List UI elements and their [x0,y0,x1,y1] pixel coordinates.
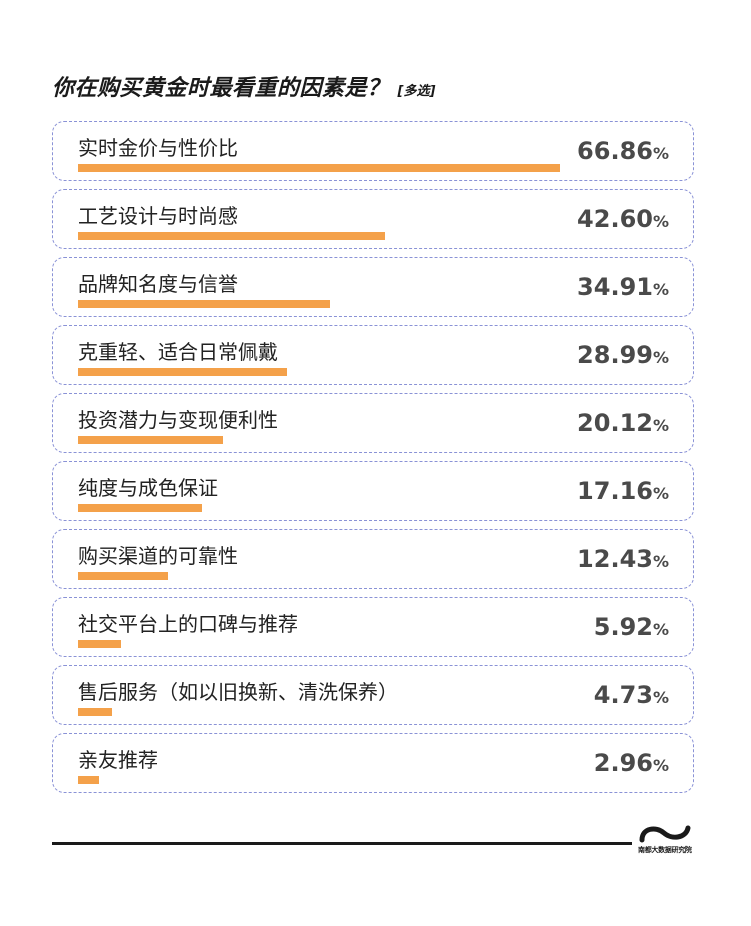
bar [78,436,224,444]
value-number: 66.86 [577,137,653,165]
bar-list: 实时金价与性价比 66.86% 工艺设计与时尚感 42.60% 品牌知名度与信誉 34.9… [52,121,694,801]
percent-sign: % [652,552,669,571]
value-number: 12.43 [577,545,653,573]
bar [78,572,168,580]
category-label: 工艺设计与时尚感 [78,204,238,228]
category-label: 购买渠道的可靠性 [78,544,238,568]
bar [78,776,100,784]
value-label: 5.92% [594,613,669,641]
percent-sign: % [652,280,669,299]
value-number: 4.73 [593,681,653,709]
value-label: 17.16% [577,477,669,505]
logo-wave-icon [639,825,691,843]
chart-title-block: 你在购买黄金时最看重的因素是？ [多选] [52,70,435,106]
category-label: 亲友推荐 [78,748,158,772]
value-number: 28.99 [577,341,653,369]
category-label: 克重轻、适合日常佩戴 [78,340,278,364]
bar-row: 购买渠道的可靠性 12.43% [52,529,694,589]
value-number: 17.16 [577,477,653,505]
value-number: 42.60 [577,205,653,233]
bar [78,368,287,376]
percent-sign: % [652,212,669,231]
category-label: 社交平台上的口碑与推荐 [78,612,298,636]
bar [78,232,386,240]
logo-text: 南都大数据研究院 [638,846,692,854]
bar [78,504,202,512]
bar-row: 社交平台上的口碑与推荐 5.92% [52,597,694,657]
value-number: 34.91 [577,273,653,301]
category-label: 品牌知名度与信誉 [78,272,238,296]
bar-row: 投资潜力与变现便利性 20.12% [52,393,694,453]
bar-row: 售后服务（如以旧换新、清洗保养） 4.73% [52,665,694,725]
bar [78,164,560,172]
value-label: 2.96% [594,749,669,777]
percent-sign: % [652,484,669,503]
percent-sign: % [652,144,669,163]
value-number: 20.12 [577,409,653,437]
percent-sign: % [652,416,669,435]
bar-row: 克重轻、适合日常佩戴 28.99% [52,325,694,385]
multi-select-note: [多选] [397,84,436,99]
value-label: 4.73% [594,681,669,709]
footer-divider [52,842,632,845]
value-label: 12.43% [577,545,669,573]
category-label: 售后服务（如以旧换新、清洗保养） [78,680,398,704]
category-label: 投资潜力与变现便利性 [78,408,278,432]
percent-sign: % [652,620,669,639]
chart-title: 你在购买黄金时最看重的因素是？ [52,76,390,101]
value-label: 66.86% [577,137,669,165]
bar [78,708,113,716]
category-label: 纯度与成色保证 [78,476,218,500]
bar-row: 品牌知名度与信誉 34.91% [52,257,694,317]
percent-sign: % [652,756,669,775]
percent-sign: % [652,348,669,367]
bar [78,640,121,648]
percent-sign: % [652,688,669,707]
publisher-logo: 南都大数据研究院 [638,822,694,855]
bar-row: 实时金价与性价比 66.86% [52,121,694,181]
bar-row: 工艺设计与时尚感 42.60% [52,189,694,249]
value-number: 2.96 [593,749,653,777]
value-label: 42.60% [577,205,669,233]
bar-row: 亲友推荐 2.96% [52,733,694,793]
value-label: 20.12% [577,409,669,437]
value-number: 5.92 [593,613,653,641]
category-label: 实时金价与性价比 [78,136,238,160]
value-label: 28.99% [577,341,669,369]
value-label: 34.91% [577,273,669,301]
bar [78,300,330,308]
bar-row: 纯度与成色保证 17.16% [52,461,694,521]
